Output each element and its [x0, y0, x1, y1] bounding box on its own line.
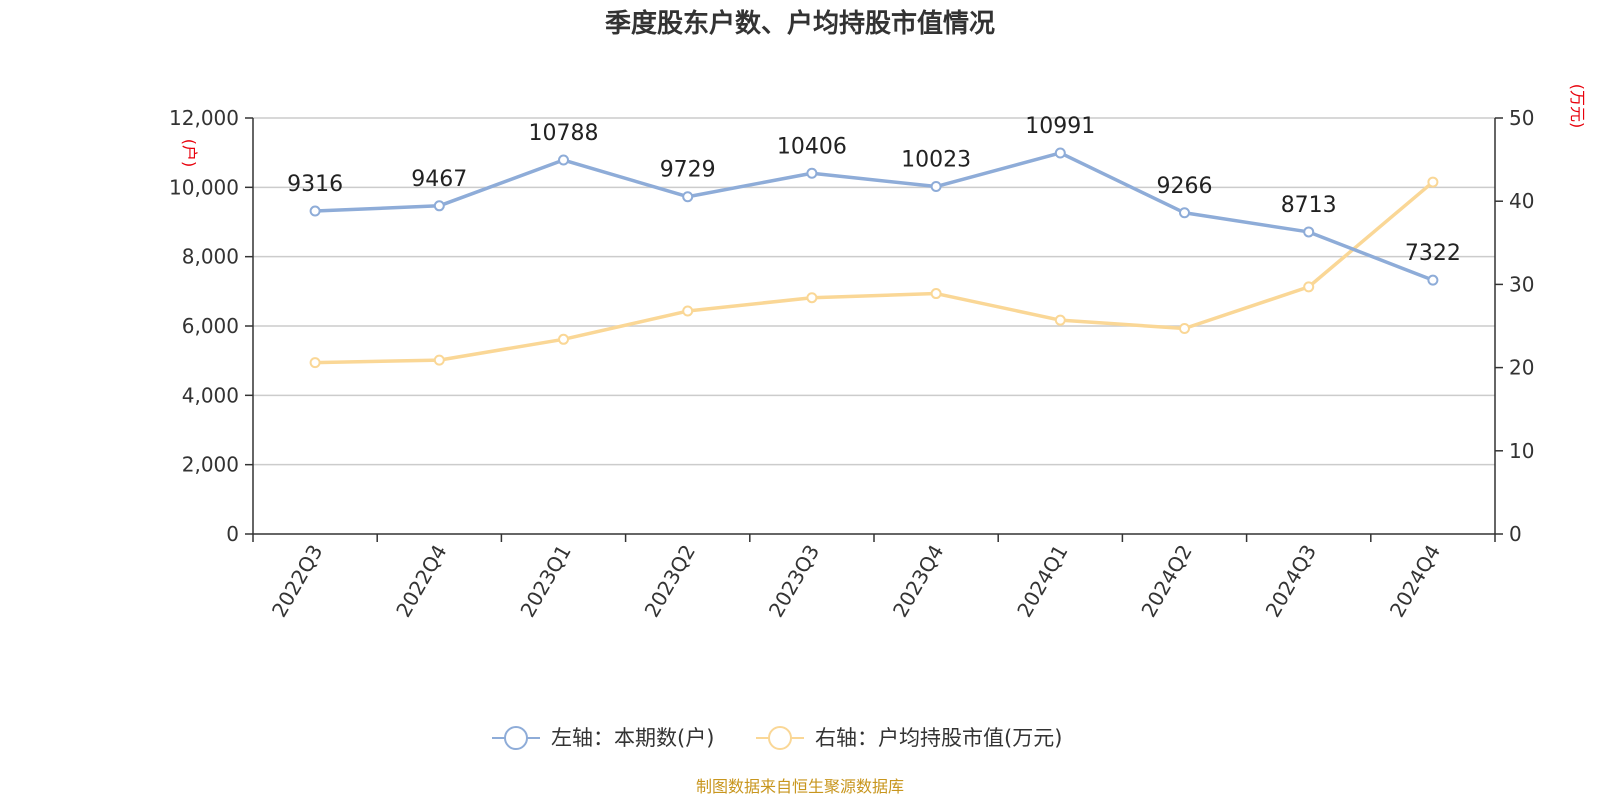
category-label: 2023Q2 [640, 541, 700, 622]
legend-item-left[interactable]: 左轴：本期数(户) [492, 726, 714, 750]
category-label: 2024Q1 [1012, 541, 1072, 622]
data-label: 8713 [1281, 193, 1337, 218]
left-axis-tick-label: 4,000 [182, 383, 239, 407]
chart-title: 季度股东户数、户均持股市值情况 [605, 8, 995, 39]
data-point-left[interactable] [930, 181, 942, 193]
data-point-left[interactable] [558, 154, 569, 166]
right-axis-tick-label: 10 [1509, 439, 1534, 463]
category-label: 2022Q3 [267, 541, 327, 622]
series-line-right [315, 180, 1435, 365]
series-line-left [315, 151, 1434, 282]
data-point-right[interactable] [309, 357, 321, 369]
left-axis-ticks: 0 2,000 4,000 6,000 8,000 10,000 12,000 [169, 106, 253, 546]
right-axis-tick-label: 20 [1509, 356, 1534, 380]
series [309, 147, 1439, 369]
grid [253, 117, 1495, 466]
data-label: 10788 [529, 121, 599, 146]
legend-marker-right [768, 726, 792, 750]
data-point-left[interactable] [309, 205, 321, 217]
data-point-left[interactable] [1179, 207, 1190, 219]
left-axis-tick-label: 10,000 [169, 175, 239, 199]
data-label: 7322 [1405, 241, 1461, 266]
data-point-right[interactable] [1427, 176, 1439, 188]
data-label: 10406 [777, 134, 847, 159]
left-axis-tick-label: 12,000 [169, 106, 239, 130]
data-label: 9266 [1157, 174, 1213, 199]
left-axis-tick-label: 6,000 [182, 314, 239, 338]
left-axis-tick-label: 0 [226, 522, 239, 546]
right-axis-tick-label: 50 [1509, 106, 1534, 130]
data-point-left[interactable] [433, 200, 445, 212]
left-axis-unit: (户) [180, 139, 199, 168]
category-labels: 2022Q3 2022Q4 2023Q1 2023Q2 2023Q3 2023Q4 2024… [267, 541, 1445, 622]
left-axis-tick-label: 2,000 [182, 453, 239, 477]
data-point-left[interactable] [806, 167, 818, 179]
right-axis-tick-label: 30 [1509, 272, 1534, 296]
data-point-right[interactable] [1054, 314, 1066, 326]
data-point-left[interactable] [1303, 226, 1315, 238]
data-label: 9729 [660, 158, 716, 183]
data-point-right[interactable] [682, 305, 694, 317]
legend-label-right: 右轴：户均持股市值(万元) [815, 726, 1062, 750]
legend-label-left: 左轴：本期数(户) [551, 726, 714, 750]
data-label: 10991 [1025, 114, 1095, 139]
category-label: 2023Q3 [764, 541, 824, 622]
right-axis-unit: (万元) [1568, 84, 1587, 129]
data-point-right[interactable] [558, 333, 569, 345]
data-point-right[interactable] [930, 288, 942, 300]
right-axis-tick-label: 40 [1509, 189, 1534, 213]
source-note: 制图数据来自恒生聚源数据库 [696, 777, 904, 796]
category-label: 2022Q4 [391, 541, 451, 622]
legend[interactable]: 左轴：本期数(户) 右轴：户均持股市值(万元) [492, 726, 1062, 750]
category-label: 2023Q1 [515, 541, 575, 622]
data-point-right[interactable] [806, 292, 818, 304]
right-axis-ticks: 0 10 20 30 40 50 [1495, 106, 1534, 546]
data-point-left[interactable] [1054, 147, 1066, 159]
data-point-right[interactable] [433, 354, 445, 366]
category-label: 2024Q3 [1261, 541, 1321, 622]
data-labels: 9316 9467 10788 9729 10406 10023 10991 9266 8713… [287, 114, 1461, 266]
data-label: 10023 [901, 148, 971, 173]
legend-item-right[interactable]: 右轴：户均持股市值(万元) [756, 726, 1062, 750]
right-axis-tick-label: 0 [1509, 522, 1522, 546]
data-point-left[interactable] [1427, 274, 1439, 286]
data-label: 9316 [287, 172, 343, 197]
data-point-right[interactable] [1179, 322, 1190, 334]
category-label: 2024Q2 [1136, 541, 1196, 622]
category-label: 2024Q4 [1385, 541, 1445, 622]
data-point-left[interactable] [682, 191, 694, 203]
left-axis-tick-label: 8,000 [182, 245, 239, 269]
legend-marker-left [504, 726, 528, 750]
data-point-right[interactable] [1303, 281, 1315, 293]
category-label: 2023Q4 [888, 541, 948, 622]
data-label: 9467 [411, 167, 467, 192]
